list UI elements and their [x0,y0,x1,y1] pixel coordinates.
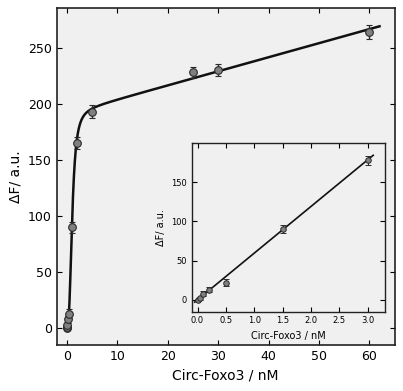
X-axis label: Circ-Foxo3 / nM: Circ-Foxo3 / nM [172,369,279,383]
Y-axis label: ΔF/ a.u.: ΔF/ a.u. [8,151,22,203]
